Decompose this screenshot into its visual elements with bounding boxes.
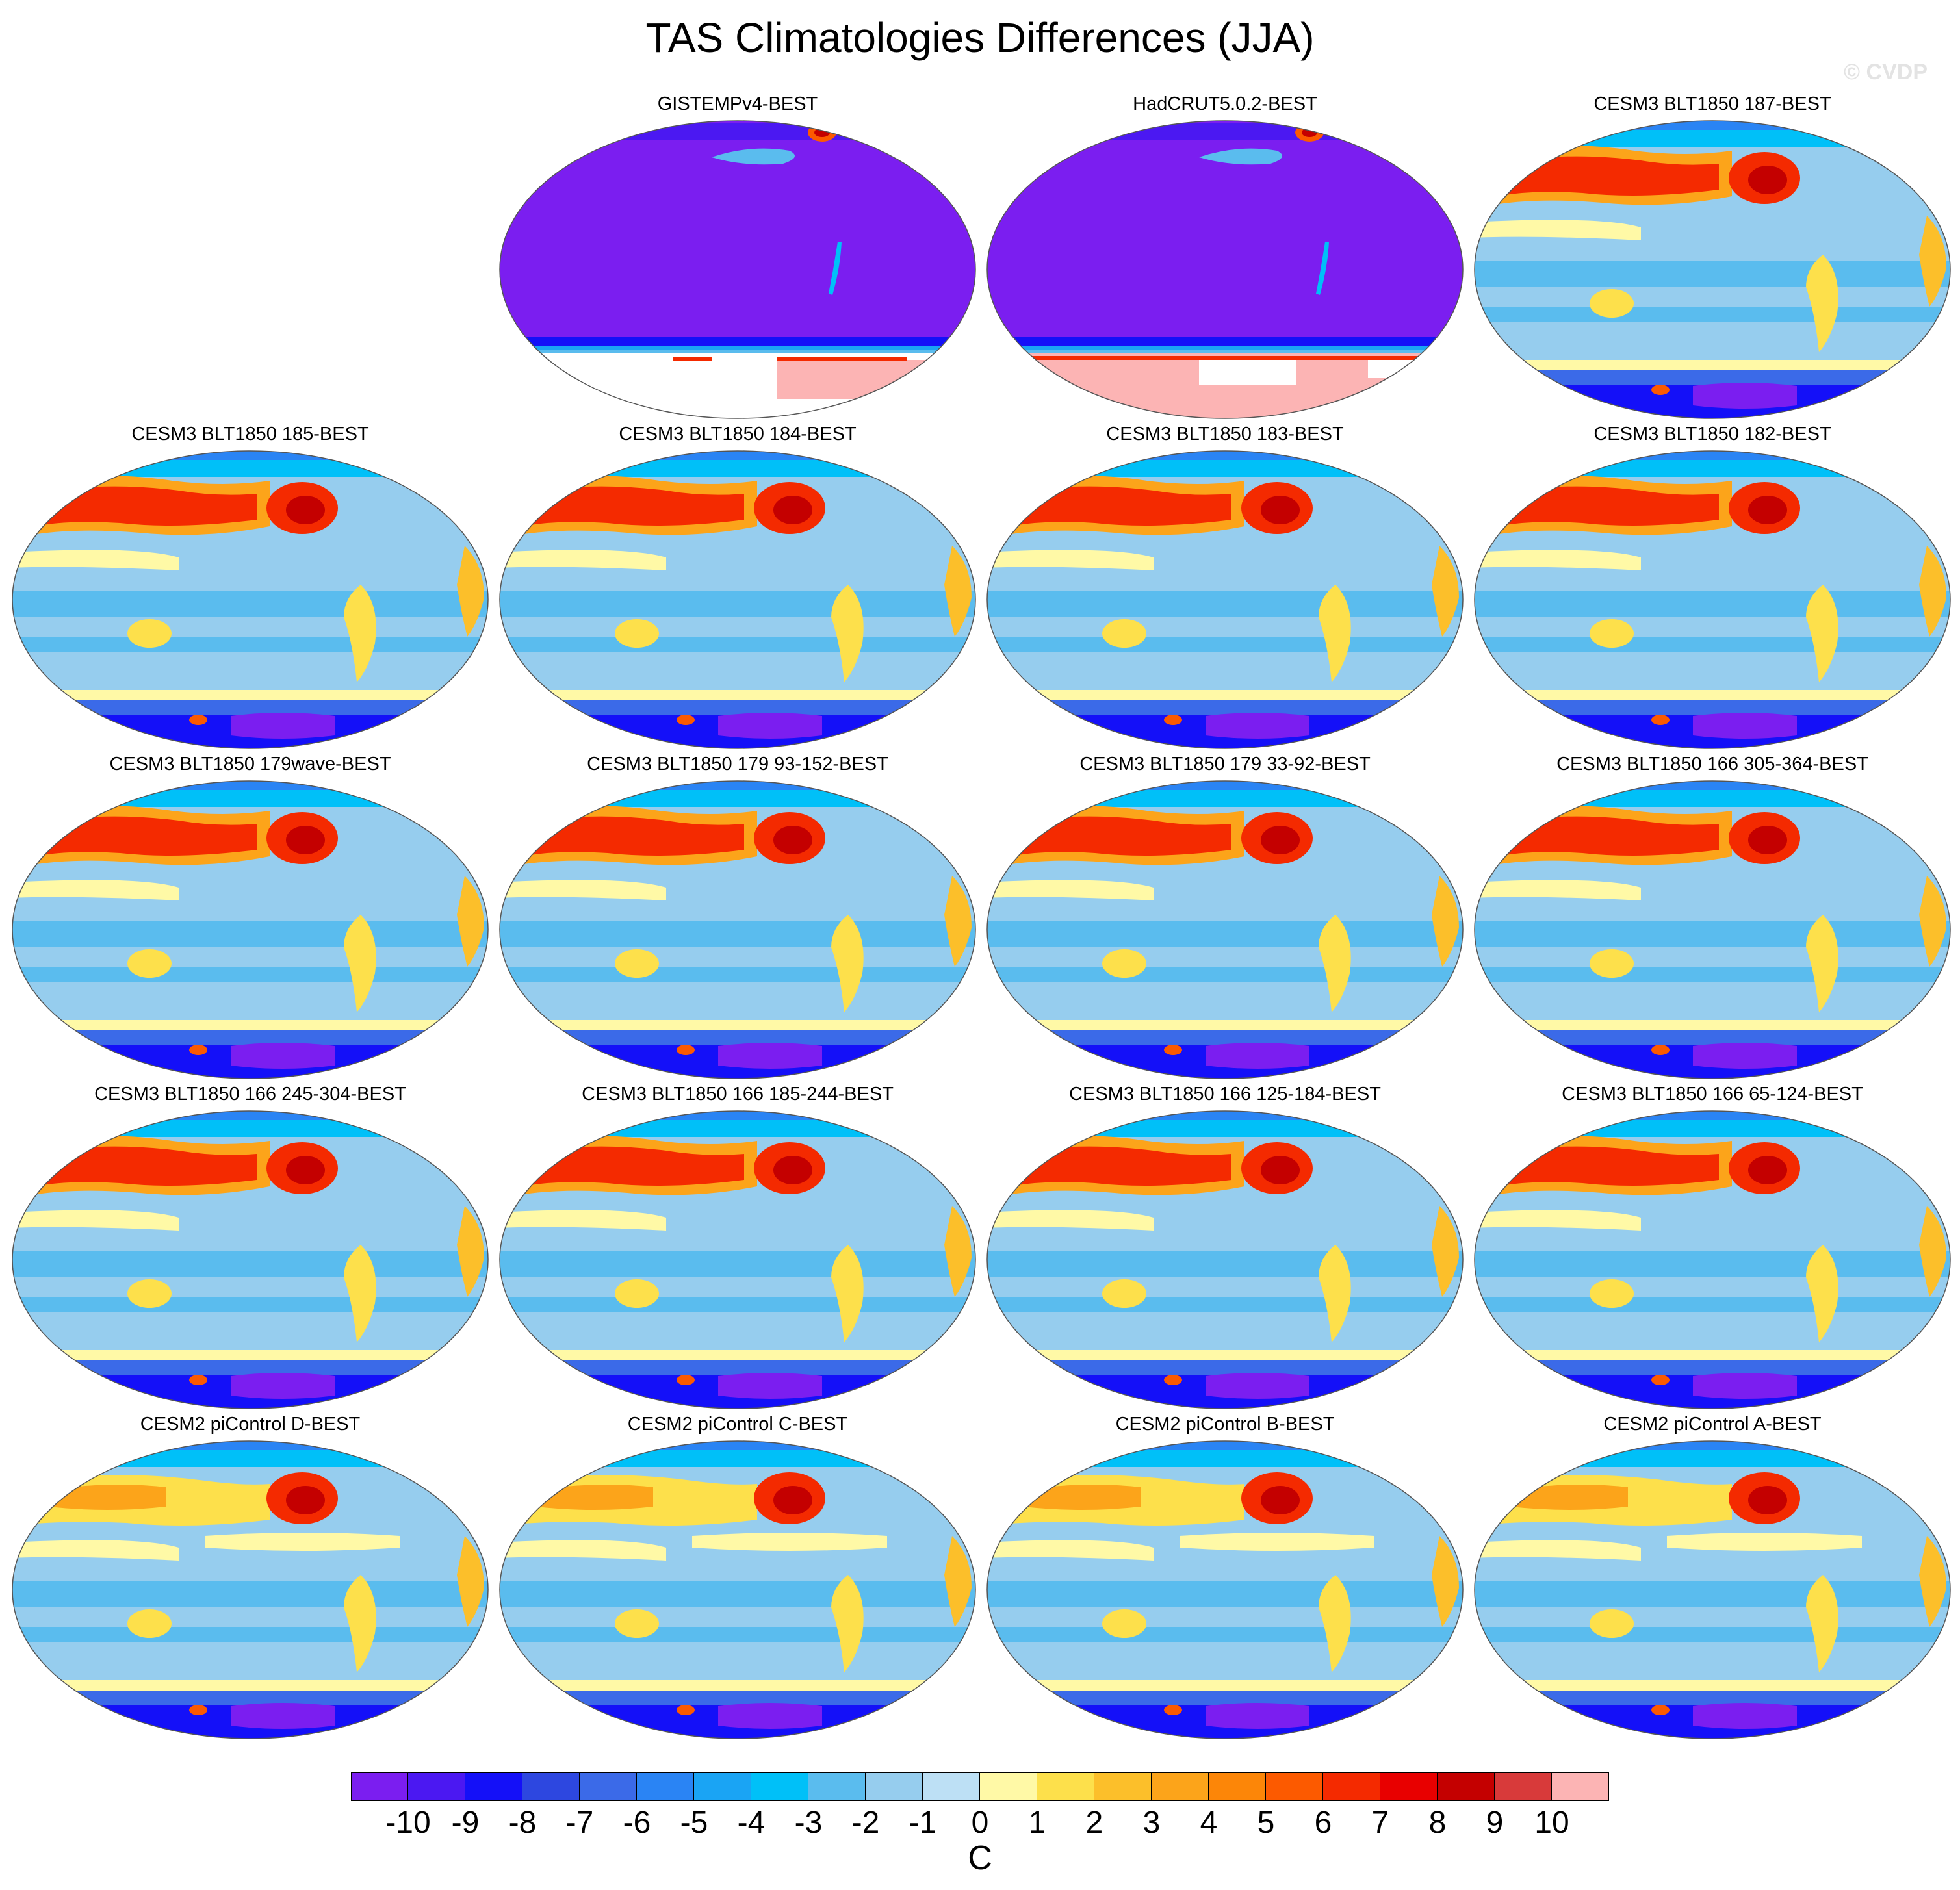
colorbar-tick-label: 4	[1200, 1806, 1218, 1840]
panel-title: CESM2 piControl A-BEST	[1603, 1414, 1822, 1435]
panel-title: CESM2 piControl C-BEST	[627, 1414, 848, 1435]
chart-title: TAS Climatologies Differences (JJA)	[645, 14, 1315, 61]
colorbar-tick-label: -10	[385, 1806, 431, 1840]
panel-title: CESM2 piControl D-BEST	[140, 1414, 361, 1435]
colorbar-unit-label: C	[968, 1839, 992, 1877]
colorbar-tick-label: 5	[1257, 1806, 1275, 1840]
map-panel: CESM3 BLT1850 185-BEST	[10, 422, 491, 751]
colorbar-bin	[465, 1772, 522, 1801]
panel-title: CESM3 BLT1850 166 245-304-BEST	[94, 1084, 406, 1105]
colorbar-tick-label: 10	[1534, 1806, 1569, 1840]
panel-title: CESM3 BLT1850 166 65-124-BEST	[1562, 1084, 1863, 1105]
colorbar-bin	[1438, 1772, 1495, 1801]
colorbar-bin	[751, 1772, 808, 1801]
map-panel: HadCRUT5.0.2-BEST	[985, 92, 1465, 421]
colorbar-tick-label: 2	[1085, 1806, 1103, 1840]
panel-title: CESM3 BLT1850 182-BEST	[1593, 424, 1831, 444]
panel-title: GISTEMPv4-BEST	[657, 94, 818, 114]
colorbar-tick-label: 6	[1314, 1806, 1332, 1840]
colorbar-tick-label: -1	[909, 1806, 937, 1840]
panel-title: CESM3 BLT1850 166 125-184-BEST	[1069, 1084, 1381, 1105]
colorbar-tick-label: -2	[851, 1806, 880, 1840]
colorbar-tick-label: -6	[623, 1806, 651, 1840]
colorbar-bin	[1094, 1772, 1152, 1801]
map-panel: CESM2 piControl D-BEST	[10, 1412, 491, 1741]
colorbar	[351, 1772, 1609, 1802]
map-panel: CESM3 BLT1850 184-BEST	[497, 422, 978, 751]
panel-title: CESM3 BLT1850 166 305-364-BEST	[1556, 754, 1868, 774]
colorbar-bin	[694, 1772, 751, 1801]
map-panel: CESM3 BLT1850 166 125-184-BEST	[985, 1082, 1465, 1411]
colorbar-tick-label: 1	[1028, 1806, 1046, 1840]
colorbar-bin	[351, 1772, 408, 1801]
colorbar-tick-label: 9	[1486, 1806, 1504, 1840]
colorbar-tick-label: 8	[1428, 1806, 1447, 1840]
colorbar-bin	[1552, 1772, 1609, 1801]
colorbar-bin	[522, 1772, 580, 1801]
colorbar-bin	[1495, 1772, 1552, 1801]
map-panel: CESM3 BLT1850 179 93-152-BEST	[497, 752, 978, 1081]
colorbar-tick-label: -7	[565, 1806, 594, 1840]
panel-title: CESM3 BLT1850 166 185-244-BEST	[582, 1084, 894, 1105]
map-panel: CESM2 piControl C-BEST	[497, 1412, 978, 1741]
colorbar-tick-label: -9	[451, 1806, 480, 1840]
map-panel: CESM3 BLT1850 166 245-304-BEST	[10, 1082, 491, 1411]
colorbar-bin	[1209, 1772, 1266, 1801]
colorbar-tick-label: 3	[1142, 1806, 1161, 1840]
panel-title: CESM3 BLT1850 187-BEST	[1593, 94, 1831, 114]
colorbar-bin	[866, 1772, 923, 1801]
panel-title: CESM2 piControl B-BEST	[1115, 1414, 1335, 1435]
colorbar-bin	[1152, 1772, 1209, 1801]
cvdp-watermark: © CVDP	[1844, 60, 1928, 84]
panel-title: CESM3 BLT1850 179 93-152-BEST	[587, 754, 888, 774]
colorbar-bin	[637, 1772, 694, 1801]
map-panel: CESM3 BLT1850 166 305-364-BEST	[1472, 752, 1953, 1081]
colorbar-tick-label: -5	[680, 1806, 708, 1840]
map-panel: CESM3 BLT1850 179 33-92-BEST	[985, 752, 1465, 1081]
colorbar-bin	[1380, 1772, 1438, 1801]
panel-title: HadCRUT5.0.2-BEST	[1133, 94, 1317, 114]
colorbar-bin	[1266, 1772, 1323, 1801]
map-panel: CESM3 BLT1850 166 65-124-BEST	[1472, 1082, 1953, 1411]
panel-title: CESM3 BLT1850 183-BEST	[1106, 424, 1344, 444]
colorbar-bin	[580, 1772, 637, 1801]
map-panel: CESM3 BLT1850 182-BEST	[1472, 422, 1953, 751]
map-panel: CESM2 piControl B-BEST	[985, 1412, 1465, 1741]
map-panel: CESM3 BLT1850 179wave-BEST	[10, 752, 491, 1081]
colorbar-tick-label: 7	[1371, 1806, 1389, 1840]
colorbar-bin	[408, 1772, 465, 1801]
panel-title: CESM3 BLT1850 179wave-BEST	[109, 754, 391, 774]
panel-title: CESM3 BLT1850 179 33-92-BEST	[1079, 754, 1371, 774]
colorbar-bin	[1037, 1772, 1094, 1801]
panel-title: CESM3 BLT1850 185-BEST	[131, 424, 369, 444]
colorbar-tick-label: -3	[794, 1806, 823, 1840]
panel-title: CESM3 BLT1850 184-BEST	[619, 424, 857, 444]
map-panel: CESM2 piControl A-BEST	[1472, 1412, 1953, 1741]
map-panel: CESM3 BLT1850 183-BEST	[985, 422, 1465, 751]
map-panel: CESM3 BLT1850 187-BEST	[1472, 92, 1953, 421]
colorbar-tick-label: -8	[508, 1806, 537, 1840]
colorbar-bin	[808, 1772, 866, 1801]
colorbar-tick-label: 0	[971, 1806, 989, 1840]
map-panel: CESM3 BLT1850 166 185-244-BEST	[497, 1082, 978, 1411]
colorbar-bin	[1323, 1772, 1380, 1801]
colorbar-tick-label: -4	[737, 1806, 766, 1840]
colorbar-bin	[980, 1772, 1037, 1801]
map-panel: GISTEMPv4-BEST	[497, 92, 978, 421]
colorbar-bin	[923, 1772, 980, 1801]
